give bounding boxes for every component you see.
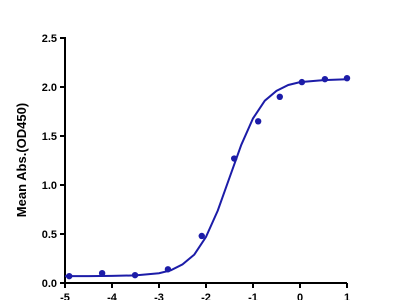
data-point xyxy=(343,74,351,82)
y-tick-label: 2.5 xyxy=(42,33,57,45)
data-point xyxy=(198,232,205,240)
data-point xyxy=(321,75,329,83)
y-tick-label: 0.5 xyxy=(42,229,57,241)
fit-curve xyxy=(65,78,348,278)
x-tick-label: 0 xyxy=(297,292,303,300)
x-tick-label: -1 xyxy=(248,292,258,300)
data-point xyxy=(131,271,139,279)
data-point xyxy=(164,266,172,273)
y-tick-label: 1.5 xyxy=(42,131,57,143)
data-point xyxy=(66,272,73,280)
data-point xyxy=(298,78,306,86)
data-point xyxy=(254,118,262,125)
x-tick-label: -5 xyxy=(60,292,70,300)
x-tick-label: 1 xyxy=(344,292,350,300)
data-point xyxy=(98,270,106,277)
x-tick-label: -4 xyxy=(107,292,118,300)
y-tick-label: 0.0 xyxy=(42,278,57,290)
y-tick-label: 2.0 xyxy=(42,82,57,94)
x-tick-label: -2 xyxy=(201,292,211,300)
y-axis-label: Mean Abs.(OD450) xyxy=(14,103,29,217)
data-point xyxy=(276,93,283,101)
data-point xyxy=(231,155,238,162)
x-tick-label: -3 xyxy=(154,292,164,300)
y-tick-label: 1.0 xyxy=(42,180,57,192)
